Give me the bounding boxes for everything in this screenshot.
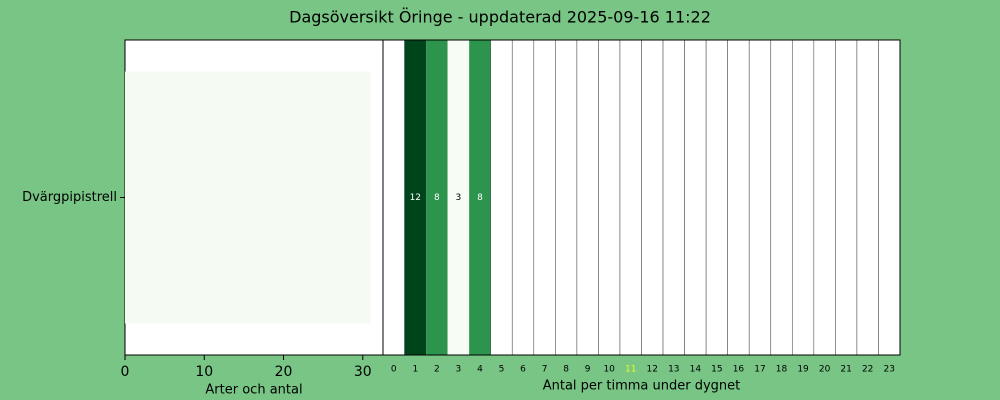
x-tick-label: 11: [625, 365, 636, 375]
x-tick-label: 6: [520, 365, 526, 375]
cell-label: 12: [410, 193, 421, 203]
x-tick-label: 3: [456, 365, 462, 375]
x-tick-label: 4: [477, 365, 483, 375]
x-tick-label: 10: [195, 364, 213, 380]
empty-cell: [662, 39, 685, 356]
empty-cell: [770, 39, 793, 356]
x-axis-label: Arter och antal: [205, 383, 302, 398]
x-tick-label: 10: [603, 365, 615, 375]
x-tick-label: 0: [391, 365, 397, 375]
x-tick-label: 17: [754, 365, 765, 375]
empty-cell: [684, 39, 707, 356]
empty-cell: [555, 39, 578, 356]
cell: [426, 40, 448, 355]
x-tick-label: 1: [412, 365, 418, 375]
chart-title: Dagsöversikt Öringe - uppdaterad 2025-09…: [289, 8, 711, 27]
empty-cell: [705, 39, 728, 356]
x-axis-label: Antal per timma under dygnet: [543, 379, 741, 394]
empty-cell: [598, 39, 621, 356]
x-tick-label: 0: [121, 364, 130, 380]
x-tick-label: 13: [668, 365, 679, 375]
empty-cell: [641, 39, 664, 356]
x-tick-label: 2: [434, 365, 440, 375]
empty-cell: [878, 39, 901, 356]
x-tick-label: 7: [542, 365, 548, 375]
empty-cell: [533, 39, 556, 356]
x-tick-label: 22: [862, 365, 873, 375]
x-tick-label: 5: [499, 365, 505, 375]
bar: [125, 71, 371, 324]
x-tick-label: 9: [585, 365, 591, 375]
x-tick-label: 19: [797, 365, 809, 375]
empty-cell: [490, 39, 513, 356]
plot-frame: [382, 39, 901, 356]
x-tick-label: 21: [840, 365, 851, 375]
empty-cell: [511, 39, 535, 356]
cell: [447, 40, 470, 355]
cell: [404, 40, 427, 355]
empty-cell: [382, 39, 405, 356]
x-tick-label: 16: [733, 365, 745, 375]
cell: [469, 40, 491, 355]
x-tick-label: 30: [354, 364, 372, 380]
x-tick-label: 18: [776, 365, 788, 375]
cell-label: 3: [456, 193, 462, 203]
cell-label: 8: [434, 193, 440, 203]
x-tick-label: 20: [819, 365, 831, 375]
x-tick-label: 15: [711, 365, 722, 375]
x-tick-label: 20: [275, 364, 293, 380]
empty-cell: [576, 39, 599, 356]
empty-cell: [835, 39, 858, 356]
empty-cell: [791, 39, 815, 356]
empty-cell: [748, 39, 772, 356]
x-tick-label: 12: [647, 365, 658, 375]
y-tick-label: Dvärgpipistrell: [22, 190, 117, 205]
empty-cell: [619, 39, 642, 356]
cell-label: 8: [477, 193, 483, 203]
x-tick-label: 8: [563, 365, 569, 375]
empty-cell: [856, 39, 879, 356]
x-tick-label: 14: [690, 365, 702, 375]
x-tick-label: 23: [884, 365, 895, 375]
empty-cell: [727, 39, 750, 356]
empty-cell: [813, 39, 836, 356]
